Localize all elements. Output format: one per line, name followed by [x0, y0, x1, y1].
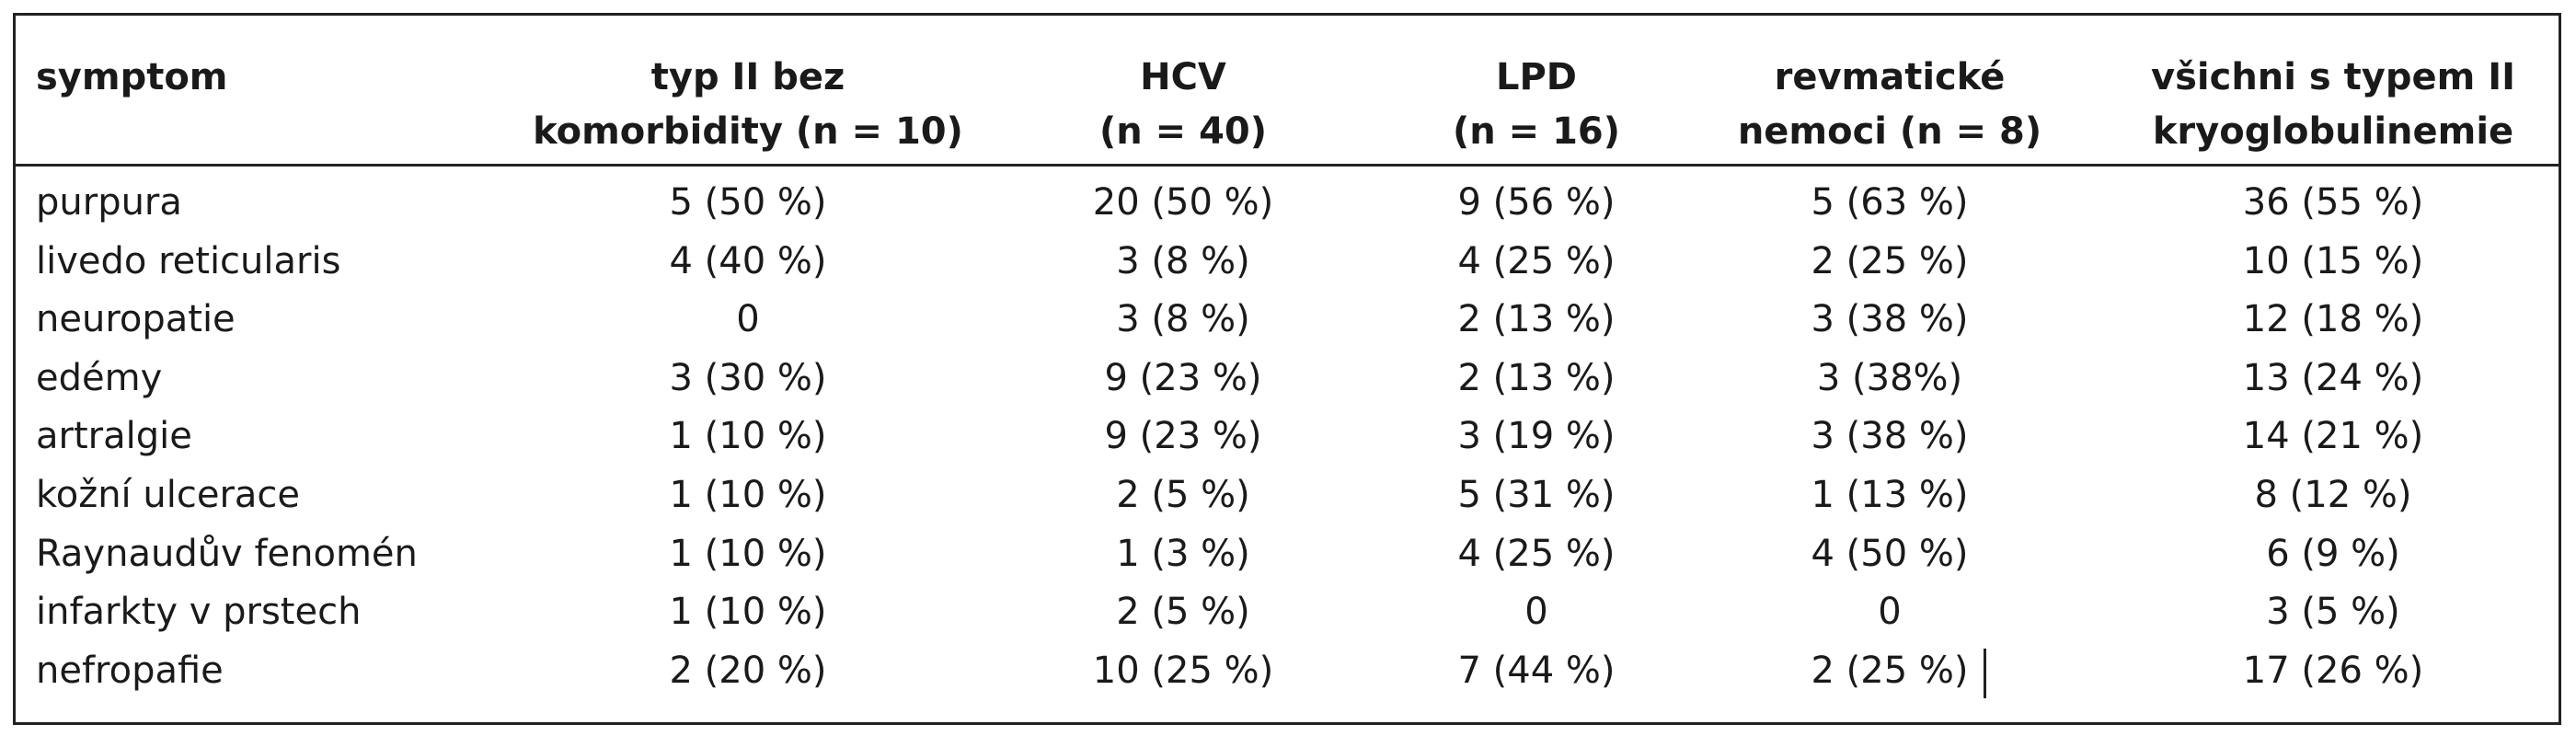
data-cell: 3 (8 %)	[1116, 239, 1250, 282]
header-cell: revmatické	[1774, 56, 2006, 98]
data-cell: 2 (25 %)	[1811, 239, 1969, 282]
header-rule	[13, 164, 2561, 167]
data-cell: 2 (5 %)	[1116, 474, 1250, 516]
data-cell: 4 (25 %)	[1457, 239, 1616, 282]
header-cell: kryoglobulinemie	[2152, 110, 2514, 153]
data-cell: 5 (63 %)	[1811, 181, 1969, 224]
data-cell: 10 (15 %)	[2242, 239, 2424, 282]
data-cell: 13 (24 %)	[2242, 356, 2424, 399]
data-cell: 2 (5 %)	[1116, 591, 1250, 634]
data-cell: 5 (31 %)	[1457, 474, 1616, 516]
header-cell: nemoci (n = 8)	[1737, 110, 2042, 153]
data-cell: 3 (38 %)	[1811, 298, 1969, 341]
data-cell: 14 (21 %)	[2242, 415, 2424, 458]
data-cell: 1 (10 %)	[669, 415, 827, 458]
data-cell: 3 (38%)	[1816, 356, 1963, 399]
row-label: infarkty v prstech	[36, 591, 362, 634]
data-cell: 1 (13 %)	[1811, 474, 1969, 516]
data-cell: 2 (25 %)	[1811, 649, 1969, 692]
data-cell: 6 (9 %)	[2266, 532, 2400, 575]
data-cell: 3 (19 %)	[1457, 415, 1616, 458]
data-cell: 2 (13 %)	[1457, 298, 1616, 341]
data-cell: 3 (5 %)	[2266, 591, 2400, 634]
row-label: neuropatie	[36, 298, 236, 341]
row-label: livedo reticularis	[36, 239, 341, 282]
data-cell: 2 (13 %)	[1457, 356, 1616, 399]
data-cell: 1 (10 %)	[669, 532, 827, 575]
data-cell: 9 (23 %)	[1104, 415, 1262, 458]
data-cell: 7 (44 %)	[1457, 649, 1616, 692]
data-cell: 17 (26 %)	[2242, 649, 2424, 692]
data-cell: 1 (3 %)	[1116, 532, 1250, 575]
data-cell: 4 (50 %)	[1811, 532, 1969, 575]
header-cell: LPD	[1495, 56, 1578, 98]
data-cell: 3 (30 %)	[669, 356, 827, 399]
row-label: edémy	[36, 356, 163, 399]
header-cell: typ II bez	[650, 56, 845, 98]
data-cell: 4 (40 %)	[669, 239, 827, 282]
header-cell: symptom	[36, 56, 228, 98]
data-cell: 9 (56 %)	[1457, 181, 1616, 224]
data-cell: 0	[736, 298, 760, 341]
row-label: artralgie	[36, 415, 192, 458]
data-cell: 1 (10 %)	[669, 591, 827, 634]
table-border	[13, 13, 2561, 725]
data-cell: 9 (23 %)	[1104, 356, 1262, 399]
row-label: Raynaudův fenomén	[36, 532, 418, 575]
data-cell: 8 (12 %)	[2254, 474, 2412, 516]
data-cell: 5 (50 %)	[669, 181, 827, 224]
header-cell: (n = 16)	[1452, 110, 1621, 153]
header-cell: všichni s typem II	[2151, 56, 2515, 98]
text-cursor	[1984, 649, 1986, 698]
data-cell: 0	[1524, 591, 1548, 634]
data-cell: 0	[1878, 591, 1902, 634]
row-label: nefropafie	[36, 649, 224, 692]
header-cell: (n = 40)	[1098, 110, 1268, 153]
row-label: kožní ulcerace	[36, 474, 301, 516]
data-cell: 3 (38 %)	[1811, 415, 1969, 458]
header-cell: komorbidity (n = 10)	[533, 110, 963, 153]
row-label: purpura	[36, 181, 182, 224]
data-cell: 20 (50 %)	[1092, 181, 1274, 224]
data-cell: 3 (8 %)	[1116, 298, 1250, 341]
data-cell: 36 (55 %)	[2242, 181, 2424, 224]
data-cell: 4 (25 %)	[1457, 532, 1616, 575]
header-cell: HCV	[1140, 56, 1226, 98]
data-cell: 12 (18 %)	[2242, 298, 2424, 341]
data-cell: 2 (20 %)	[669, 649, 827, 692]
data-cell: 10 (25 %)	[1092, 649, 1274, 692]
data-cell: 1 (10 %)	[669, 474, 827, 516]
